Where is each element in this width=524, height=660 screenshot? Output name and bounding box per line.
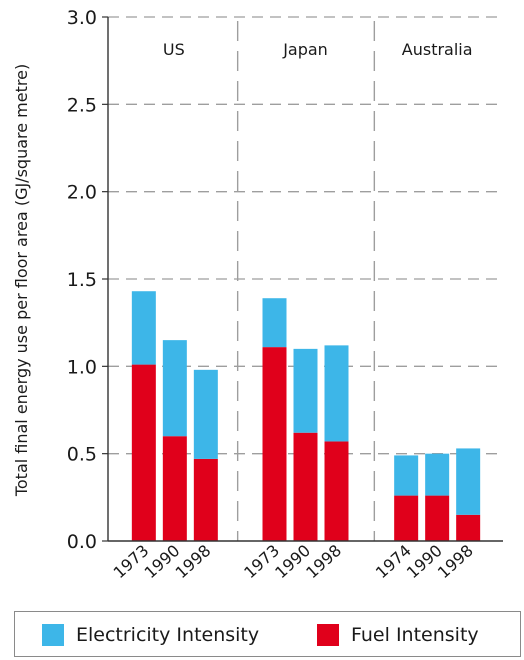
bar-electricity [131,291,156,365]
bar-electricity [456,448,481,515]
bar-electricity [162,340,187,437]
y-tick-label: 2.5 [67,94,97,116]
legend-swatch-fuel [317,624,339,646]
group-label: Japan [282,40,328,59]
bar-fuel [425,495,450,541]
legend: Electricity Intensity Fuel Intensity [14,611,521,657]
x-tick-label: 1998 [172,541,215,582]
y-tick-label: 0.5 [67,444,97,466]
legend-item-electricity: Electricity Intensity [42,621,259,649]
legend-label-fuel: Fuel Intensity [351,624,479,646]
x-tick-label: 1974 [372,541,415,582]
legend-swatch-electricity [42,624,64,646]
group-label: Australia [402,40,473,59]
y-tick-label: 1.5 [67,269,97,291]
y-tick-label: 2.0 [67,182,97,204]
bar-fuel [131,364,156,541]
x-tick-label: 1990 [271,541,314,582]
bar-electricity [193,369,218,459]
bar-fuel [324,441,349,541]
x-tick-label: 1990 [141,541,184,582]
group-label: US [163,40,185,59]
bar-electricity [262,298,287,348]
x-tick-label: 1973 [110,541,153,582]
x-tick-label: 1990 [403,541,446,582]
stacked-bar-chart: 0.00.51.01.52.02.53.0US197319901998Japan… [12,7,503,582]
bar-layer [131,291,481,541]
bar-fuel [162,436,187,541]
legend-item-fuel: Fuel Intensity [317,621,479,649]
y-tick-label: 0.0 [67,531,97,553]
bar-fuel [456,514,481,541]
bar-fuel [262,347,287,541]
x-tick-label: 1973 [240,541,283,582]
bar-electricity [425,453,450,496]
group-separators [236,21,376,541]
bar-electricity [293,348,318,433]
x-tick-label: 1998 [434,541,477,582]
bar-fuel [394,495,419,541]
y-tick-label: 3.0 [67,7,97,29]
axis-layer [102,16,503,542]
x-tick-label: 1998 [302,541,345,582]
bar-electricity [324,345,349,442]
bar-fuel [293,432,318,541]
bar-fuel [193,458,218,541]
y-tick-label: 1.0 [67,356,97,378]
legend-label-electricity: Electricity Intensity [76,624,260,646]
bar-electricity [394,455,419,496]
y-axis-title: Total final energy use per floor area (G… [12,64,31,497]
